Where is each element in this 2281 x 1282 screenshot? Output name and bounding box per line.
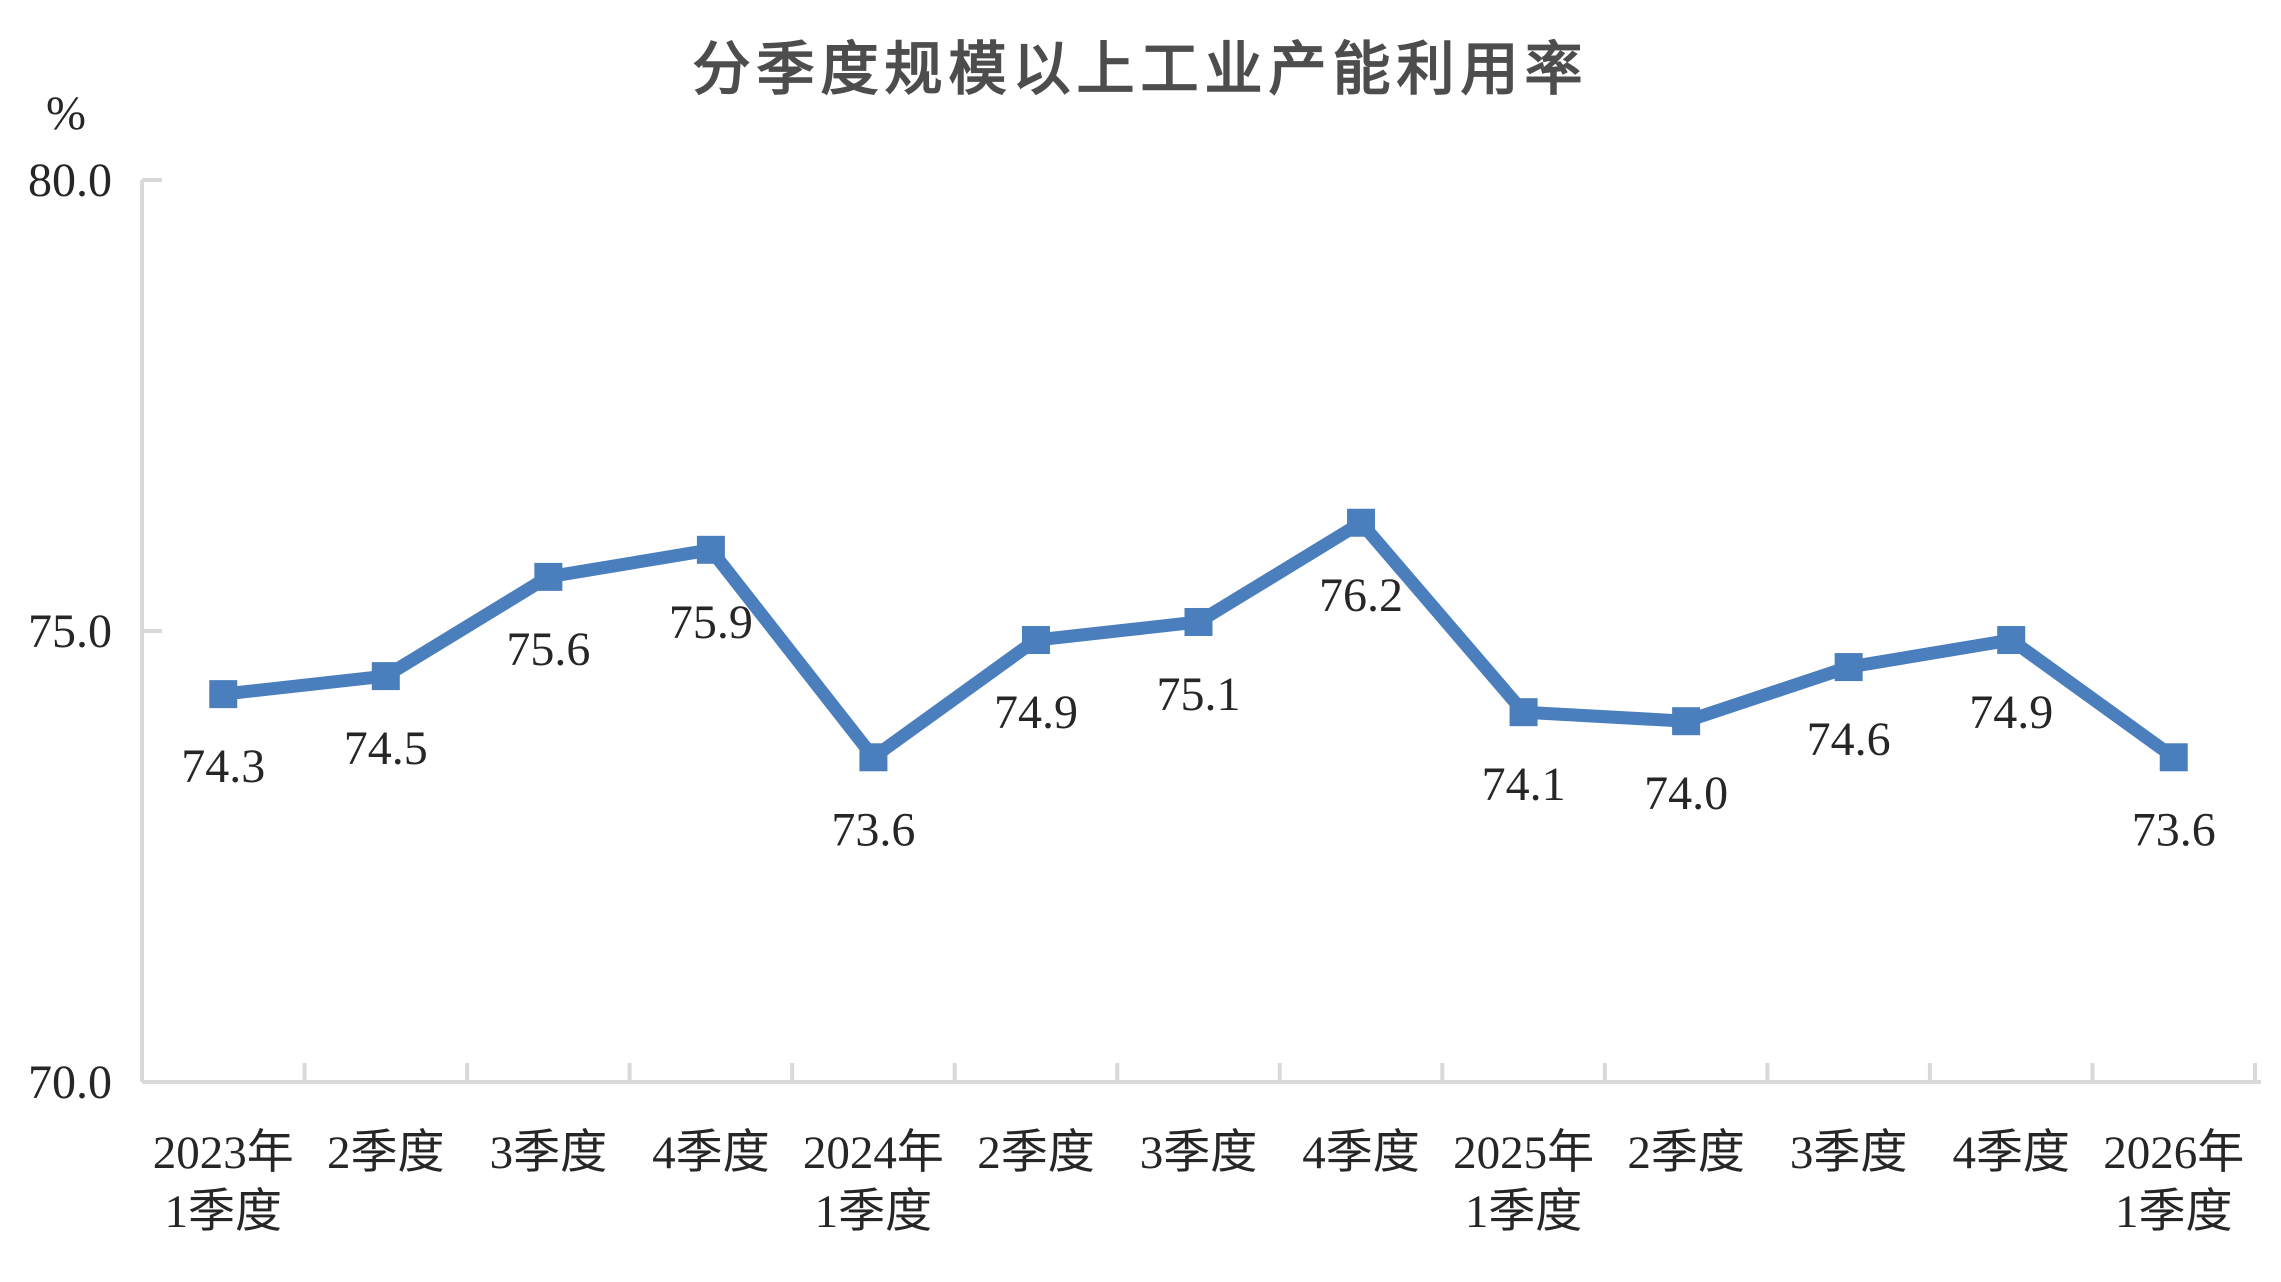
x-axis-category-label: 2季度 [1627,1127,1745,1179]
data-point-marker [859,743,888,772]
x-axis-category-label: 2季度 [977,1127,1095,1179]
x-axis-category-label: 3季度 [1140,1127,1258,1179]
y-axis-tick-label: 75.0 [28,605,112,658]
data-point-marker [371,662,400,691]
data-point-marker [209,680,238,709]
x-axis-category-label: 2025年 1季度 [1453,1127,1594,1238]
data-point-label: 75.6 [506,623,590,676]
x-axis-category-label: 2季度 [327,1127,445,1179]
y-axis-unit-label: % [46,87,86,140]
data-point-marker [1021,626,1050,655]
chart-title: 分季度规模以上工业产能利用率 [692,37,1589,102]
data-point-marker [1997,626,2026,655]
data-point-label: 75.9 [669,596,753,649]
data-point-marker [1672,707,1701,736]
data-point-marker [1509,698,1538,727]
data-point-label: 74.1 [1482,758,1566,811]
x-axis-category-label: 2026年 1季度 [2103,1127,2244,1238]
x-axis-category-label: 4季度 [1952,1127,2070,1179]
data-point-label: 76.2 [1319,569,1403,622]
data-point-marker [2159,743,2188,772]
data-point-marker [534,562,563,591]
data-point-label: 74.3 [181,740,265,793]
data-point-marker [696,535,725,564]
x-axis-category-label: 3季度 [490,1127,608,1179]
x-axis-category-label: 4季度 [1302,1127,1420,1179]
x-axis-category-label: 2023年 1季度 [153,1127,294,1238]
data-point-marker [1184,607,1213,636]
data-point-label: 73.6 [831,803,915,856]
x-axis-category-label: 4季度 [652,1127,770,1179]
data-point-marker [1834,653,1863,682]
data-point-label: 74.9 [994,686,1078,739]
data-point-label: 75.1 [1157,668,1241,721]
data-point-label: 74.6 [1807,713,1891,766]
data-point-label: 74.9 [1969,686,2053,739]
x-axis-category-label: 3季度 [1790,1127,1908,1179]
data-point-label: 73.6 [2132,803,2216,856]
data-point-label: 74.0 [1644,767,1728,820]
data-point-marker [1347,508,1376,537]
y-axis-tick-label: 70.0 [28,1056,112,1109]
y-axis-tick-label: 80.0 [28,154,112,207]
x-axis-category-label: 2024年 1季度 [803,1127,944,1238]
data-point-label: 74.5 [344,722,428,775]
